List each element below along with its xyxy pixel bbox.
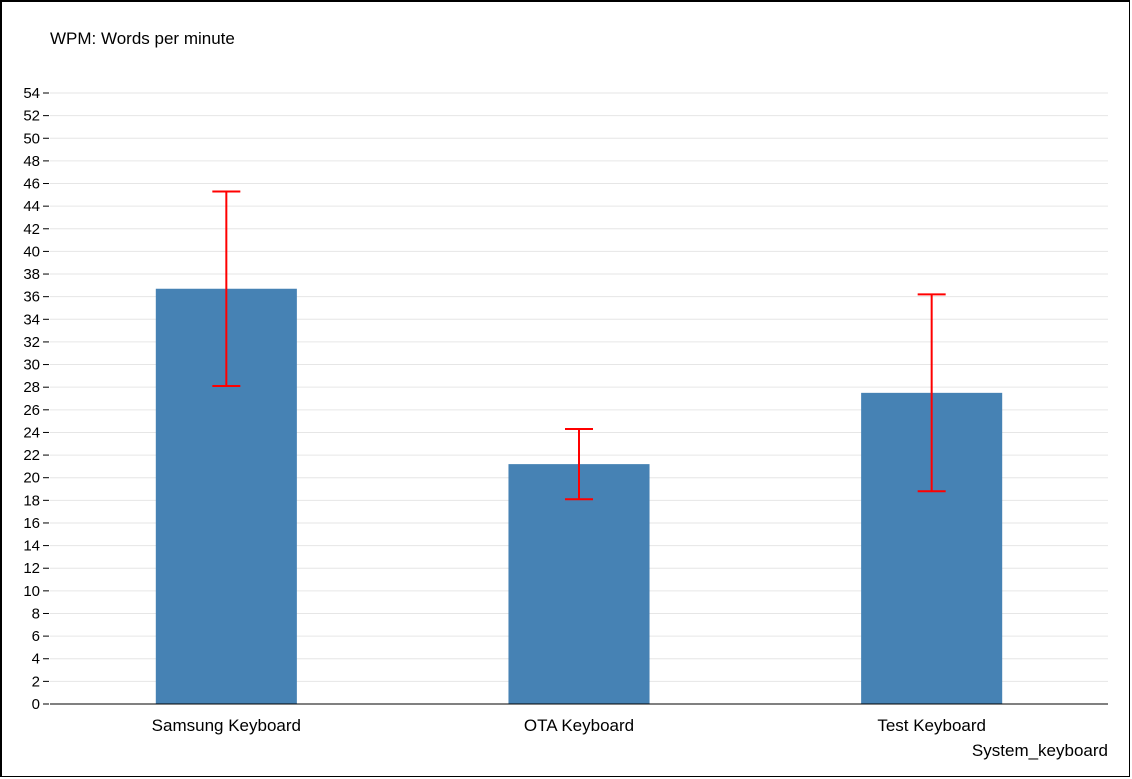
y-tick-label: 54 — [23, 85, 40, 102]
y-tick-label: 14 — [23, 538, 40, 555]
y-tick-label: 30 — [23, 357, 40, 374]
y-tick-label: 50 — [23, 130, 40, 147]
bar — [508, 464, 650, 704]
y-tick-label: 40 — [23, 243, 40, 260]
y-tick-label: 42 — [23, 221, 40, 238]
x-tick-label: Test Keyboard — [877, 716, 986, 735]
y-tick-label: 44 — [23, 198, 40, 215]
y-tick-label: 28 — [23, 379, 40, 396]
y-tick-label: 18 — [23, 492, 40, 509]
y-tick-label: 16 — [23, 515, 40, 532]
x-tick-label: Samsung Keyboard — [152, 716, 301, 735]
y-tick-label: 48 — [23, 153, 40, 170]
error-bars — [212, 190, 946, 501]
y-tick-label: 36 — [23, 289, 40, 306]
y-tick-label: 32 — [23, 334, 40, 351]
y-tick-label: 4 — [32, 651, 40, 668]
y-tick-label: 8 — [32, 605, 40, 622]
y-tick-label: 38 — [23, 266, 40, 283]
y-tick-label: 22 — [23, 447, 40, 464]
y-tick-label: 26 — [23, 402, 40, 419]
x-tick-label: OTA Keyboard — [524, 716, 634, 735]
y-tick-label: 46 — [23, 176, 40, 193]
y-tick-label: 10 — [23, 583, 40, 600]
y-tick-label: 12 — [23, 560, 40, 577]
y-tick-label: 24 — [23, 424, 40, 441]
chart-title: WPM: Words per minute — [50, 29, 235, 48]
y-tick-label: 0 — [32, 696, 40, 713]
y-tick-label: 34 — [23, 311, 40, 328]
axes: 0246810121416182022242628303234363840424… — [23, 85, 1108, 735]
y-tick-label: 2 — [32, 673, 40, 690]
y-tick-label: 6 — [32, 628, 40, 645]
y-tick-label: 20 — [23, 470, 40, 487]
x-axis-title: System_keyboard — [972, 741, 1108, 760]
y-tick-label: 52 — [23, 108, 40, 125]
